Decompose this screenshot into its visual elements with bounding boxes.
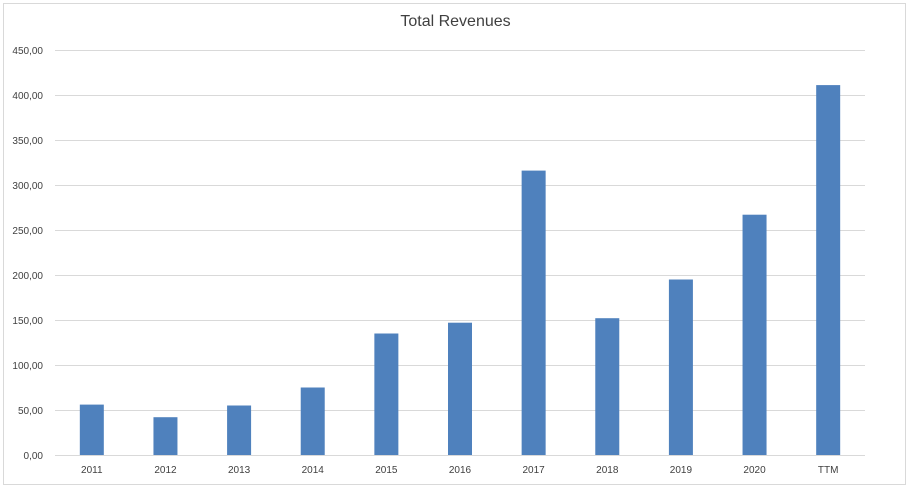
x-tick-label: 2018 xyxy=(596,465,619,476)
y-tick-label: 0,00 xyxy=(24,451,44,462)
bar-2017 xyxy=(521,170,546,455)
bar-2020 xyxy=(742,214,767,455)
x-tick-label: 2019 xyxy=(670,465,693,476)
y-tick-label: 300,00 xyxy=(12,181,43,192)
x-tick-label: 2020 xyxy=(743,465,766,476)
y-tick-label: 100,00 xyxy=(12,361,43,372)
bar-2015 xyxy=(374,333,399,455)
x-tick-label: 2013 xyxy=(228,465,251,476)
x-tick-label: 2016 xyxy=(449,465,472,476)
x-tick-label: 2012 xyxy=(154,465,177,476)
x-tick-label: 2015 xyxy=(375,465,398,476)
x-tick-label: 2017 xyxy=(523,465,546,476)
bar-2011 xyxy=(79,404,104,455)
bar-ttm xyxy=(816,85,841,455)
y-tick-label: 350,00 xyxy=(12,136,43,147)
bar-2016 xyxy=(448,322,472,455)
y-tick-label: 50,00 xyxy=(18,406,43,417)
x-tick-label: 2011 xyxy=(81,465,103,476)
y-tick-label: 200,00 xyxy=(12,271,43,282)
bar-2013 xyxy=(227,405,252,455)
bar-2014 xyxy=(300,387,325,455)
chart-title: Total Revenues xyxy=(400,13,511,30)
bar-2018 xyxy=(595,318,620,455)
y-tick-label: 150,00 xyxy=(12,316,43,327)
x-tick-label: TTM xyxy=(818,465,839,476)
x-tick-label: 2014 xyxy=(302,465,325,476)
bar-2012 xyxy=(153,417,178,455)
bar-2019 xyxy=(668,279,693,455)
y-tick-label: 450,00 xyxy=(12,46,43,57)
y-tick-label: 250,00 xyxy=(12,226,43,237)
y-tick-label: 400,00 xyxy=(12,91,43,102)
